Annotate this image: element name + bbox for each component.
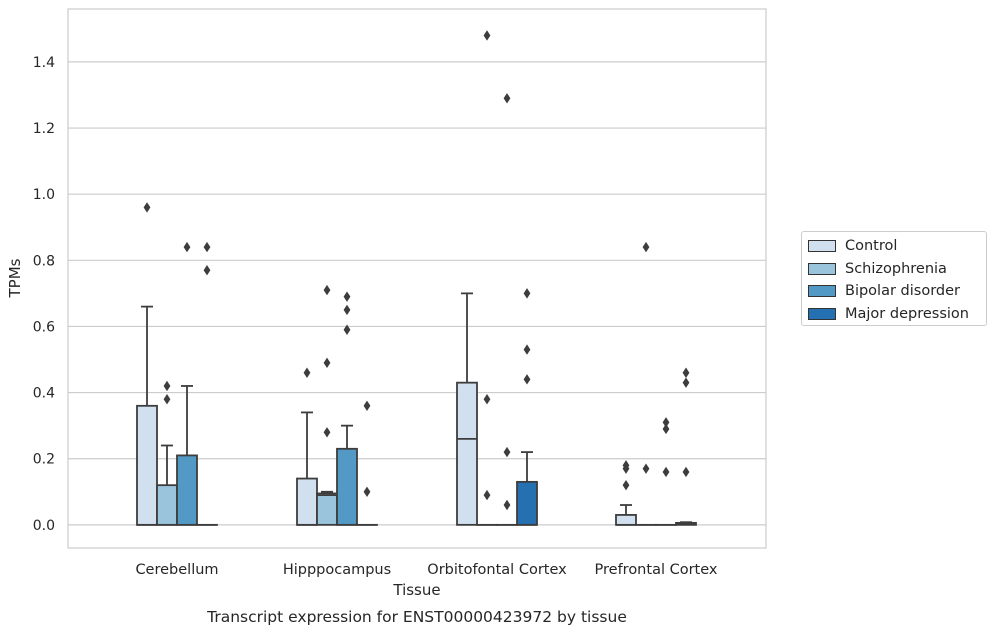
y-tick-label: 1.2: [33, 121, 55, 137]
box-body: [296, 477, 318, 526]
box-body: [156, 484, 178, 526]
outlier-point: [523, 374, 531, 385]
x-tick-label: Orbitofontal Cortex: [427, 562, 567, 578]
y-tick-label: 0.4: [33, 386, 55, 402]
outlier-point: [483, 393, 491, 405]
box-body: [316, 492, 338, 526]
box-body: [456, 381, 478, 526]
legend-item-major-depression: Major depression: [808, 303, 986, 326]
y-tick-labels: 0.0 0.2 0.4 0.6 0.8 1.0 1.2 1.4: [33, 55, 55, 534]
box-major-depression-prefrontal-cortex: [675, 367, 697, 526]
legend-label-bipolar-disorder: Bipolar disorder: [845, 283, 960, 300]
legend: Control Schizophrenia Bipolar disorder M…: [801, 231, 987, 326]
legend-swatch-bipolar-disorder: [808, 285, 836, 298]
outlier-point: [323, 284, 331, 296]
box-control-prefrontal-cortex: [615, 460, 637, 526]
box-major-depression-cerebellum: [196, 241, 218, 526]
outlier-point: [323, 357, 331, 369]
x-axis-label: Tissue: [392, 581, 440, 599]
legend-item-control: Control: [808, 235, 986, 258]
box-schizophrenia-prefrontal-cortex: [635, 241, 657, 526]
outlier-point: [483, 30, 491, 41]
outlier-point: [203, 241, 211, 253]
legend-item-bipolar-disorder: Bipolar disorder: [808, 280, 986, 303]
x-tick-label: Cerebellum: [135, 562, 218, 578]
outlier-point: [163, 393, 171, 405]
outlier-point: [163, 380, 171, 392]
outlier-point: [523, 288, 531, 299]
box-major-depression-hipppocampus: [356, 400, 378, 526]
y-tick-label: 0.6: [33, 319, 55, 335]
box-control-orbitofontal-cortex: [456, 292, 478, 526]
legend-swatch-schizophrenia: [808, 262, 836, 275]
y-tick-label: 0.8: [33, 253, 55, 269]
outlier-point: [523, 344, 531, 355]
legend-item-schizophrenia: Schizophrenia: [808, 258, 986, 281]
outlier-point: [503, 446, 511, 458]
box-body: [136, 404, 158, 526]
box-schizophrenia-orbitofontal-cortex: [476, 30, 498, 526]
outlier-point: [203, 265, 211, 276]
outlier-point: [483, 489, 491, 501]
y-axis-label: TPMs: [6, 258, 24, 298]
box-major-depression-orbitofontal-cortex: [516, 288, 538, 526]
legend-label-major-depression: Major depression: [845, 305, 969, 322]
outlier-point: [503, 499, 511, 511]
x-tick-label: Hipppocampus: [283, 562, 391, 578]
boxes: [136, 30, 697, 526]
y-tick-label: 0.0: [33, 518, 55, 534]
outlier-point: [682, 377, 690, 388]
box-bipolar-disorder-hipppocampus: [336, 291, 358, 526]
outlier-point: [343, 291, 351, 302]
x-tick-labels: Cerebellum Hipppocampus Orbitofontal Corte…: [135, 562, 717, 578]
plot-area-frame: [67, 8, 767, 549]
outlier-point: [143, 202, 151, 213]
box-body: [615, 514, 637, 526]
outlier-point: [503, 93, 511, 104]
outlier-point: [622, 479, 630, 491]
y-tick-label: 1.4: [33, 55, 55, 71]
box-schizophrenia-hipppocampus: [316, 284, 338, 526]
box-schizophrenia-cerebellum: [156, 380, 178, 526]
outlier-point: [343, 324, 351, 335]
outlier-point: [662, 466, 670, 478]
outlier-point: [622, 460, 630, 471]
outlier-point: [363, 486, 371, 497]
box-bipolar-disorder-cerebellum: [176, 241, 198, 526]
box-control-hipppocampus: [296, 367, 318, 526]
y-tick-label: 0.2: [33, 452, 55, 468]
box-body: [336, 447, 358, 526]
legend-swatch-control: [808, 240, 836, 253]
chart-title: Transcript expression for ENST0000042397…: [206, 608, 627, 626]
outlier-point: [323, 427, 331, 438]
outlier-point: [363, 400, 371, 412]
box-control-cerebellum: [136, 202, 158, 526]
outlier-point: [682, 466, 690, 478]
y-gridlines: [68, 61, 766, 526]
legend-label-control: Control: [845, 238, 898, 255]
legend-swatch-major-depression: [808, 307, 836, 320]
outlier-point: [642, 463, 650, 474]
legend-label-schizophrenia: Schizophrenia: [845, 260, 947, 277]
outlier-point: [343, 304, 351, 316]
box-bipolar-disorder-orbitofontal-cortex: [496, 93, 518, 526]
outlier-point: [682, 367, 690, 378]
outlier-point: [183, 241, 191, 253]
outlier-point: [662, 417, 670, 428]
box-body: [176, 454, 198, 526]
outlier-point: [642, 241, 650, 253]
box-body: [516, 480, 538, 526]
y-tick-label: 1.0: [33, 187, 55, 203]
outlier-point: [303, 367, 311, 378]
box-bipolar-disorder-prefrontal-cortex: [655, 417, 677, 526]
outlier-point: [662, 423, 670, 435]
x-tick-label: Prefrontal Cortex: [595, 562, 718, 578]
